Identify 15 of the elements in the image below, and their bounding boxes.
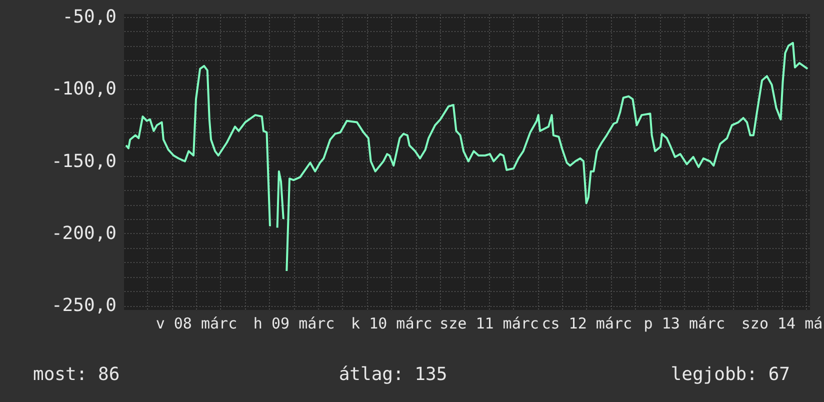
x-tick-label: sze 11 márc bbox=[440, 314, 539, 332]
x-tick-label: szo 14 má bbox=[741, 314, 823, 332]
x-tick-label: p 13 márc bbox=[644, 314, 726, 332]
x-tick-label: h 09 márc bbox=[253, 314, 335, 332]
x-tick-label: k 10 márc bbox=[351, 314, 432, 332]
x-tick-label: cs 12 márc bbox=[542, 314, 632, 332]
y-tick-label: -150,0 bbox=[51, 150, 116, 172]
y-tick-label: -200,0 bbox=[51, 222, 116, 244]
text: most: 86 bbox=[33, 364, 120, 385]
y-tick-label: -50,0 bbox=[62, 6, 116, 28]
text: legjobb: 67 bbox=[670, 364, 790, 385]
y-tick-label: -250,0 bbox=[51, 295, 116, 316]
x-tick-label: v 08 márc bbox=[156, 314, 238, 332]
text: átlag: 135 bbox=[338, 364, 448, 385]
y-tick-label: -100,0 bbox=[51, 78, 116, 100]
